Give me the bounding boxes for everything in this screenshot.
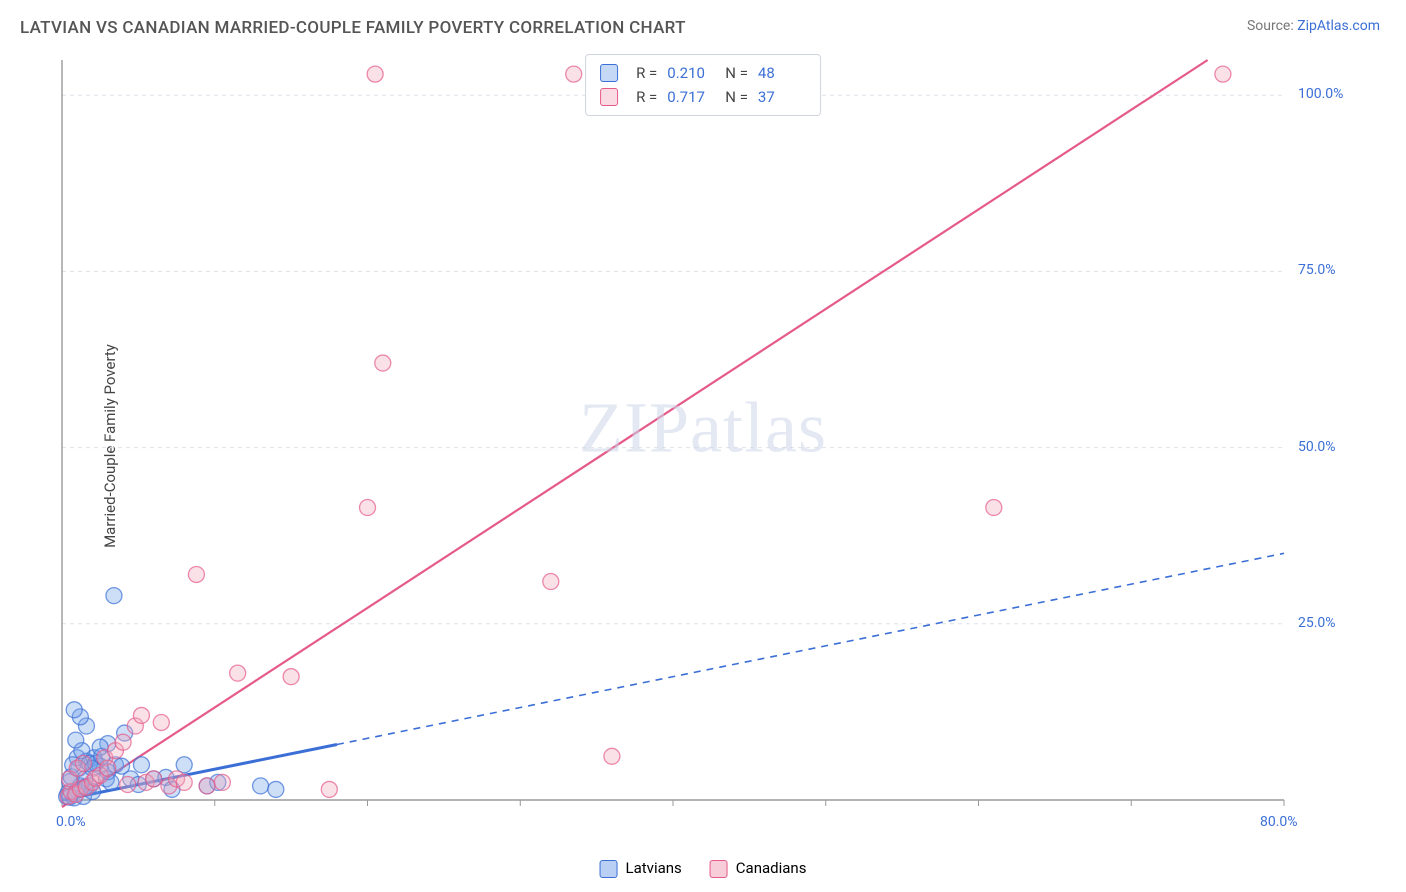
n-label: N =	[725, 61, 748, 85]
legend-bottom: Latvians Canadians	[600, 859, 807, 878]
source-prefix: Source:	[1247, 18, 1297, 34]
legend-swatch-latvians	[600, 64, 618, 82]
legend-swatch-canadians	[600, 88, 618, 106]
tick-label: 50.0%	[1298, 439, 1336, 455]
chart-title: LATVIAN VS CANADIAN MARRIED-COUPLE FAMIL…	[20, 18, 686, 38]
tick-label: 75.0%	[1298, 262, 1336, 278]
n-value-1: 37	[758, 85, 806, 109]
tick-label: 80.0%	[1260, 814, 1298, 830]
source-link[interactable]: ZipAtlas.com	[1297, 18, 1380, 34]
n-label: N =	[725, 85, 748, 109]
tick-label: 100.0%	[1298, 86, 1343, 102]
r-value-0: 0.210	[667, 61, 715, 85]
source-attribution: Source: ZipAtlas.com	[1247, 18, 1380, 34]
r-value-1: 0.717	[667, 85, 715, 109]
legend-swatch-icon	[600, 860, 618, 878]
legend-stats-row-0: R = 0.210 N = 48	[600, 61, 806, 85]
legend-label-0: Latvians	[626, 859, 682, 877]
tick-label: 0.0%	[56, 814, 86, 830]
plot-area: 25.0% 50.0% 75.0% 100.0% 0.0% 80.0%	[54, 50, 1364, 840]
legend-label-1: Canadians	[736, 859, 807, 877]
legend-swatch-icon	[710, 860, 728, 878]
r-label: R =	[636, 85, 657, 109]
legend-stats-row-1: R = 0.717 N = 37	[600, 85, 806, 109]
chart-container: LATVIAN VS CANADIAN MARRIED-COUPLE FAMIL…	[0, 0, 1406, 892]
legend-item-latvians: Latvians	[600, 859, 682, 878]
r-label: R =	[636, 61, 657, 85]
n-value-0: 48	[758, 61, 806, 85]
scatter-plot-svg	[54, 50, 1364, 840]
tick-label: 25.0%	[1298, 615, 1336, 631]
legend-item-canadians: Canadians	[710, 859, 807, 878]
legend-stats-box: R = 0.210 N = 48 R = 0.717 N = 37	[585, 54, 821, 116]
